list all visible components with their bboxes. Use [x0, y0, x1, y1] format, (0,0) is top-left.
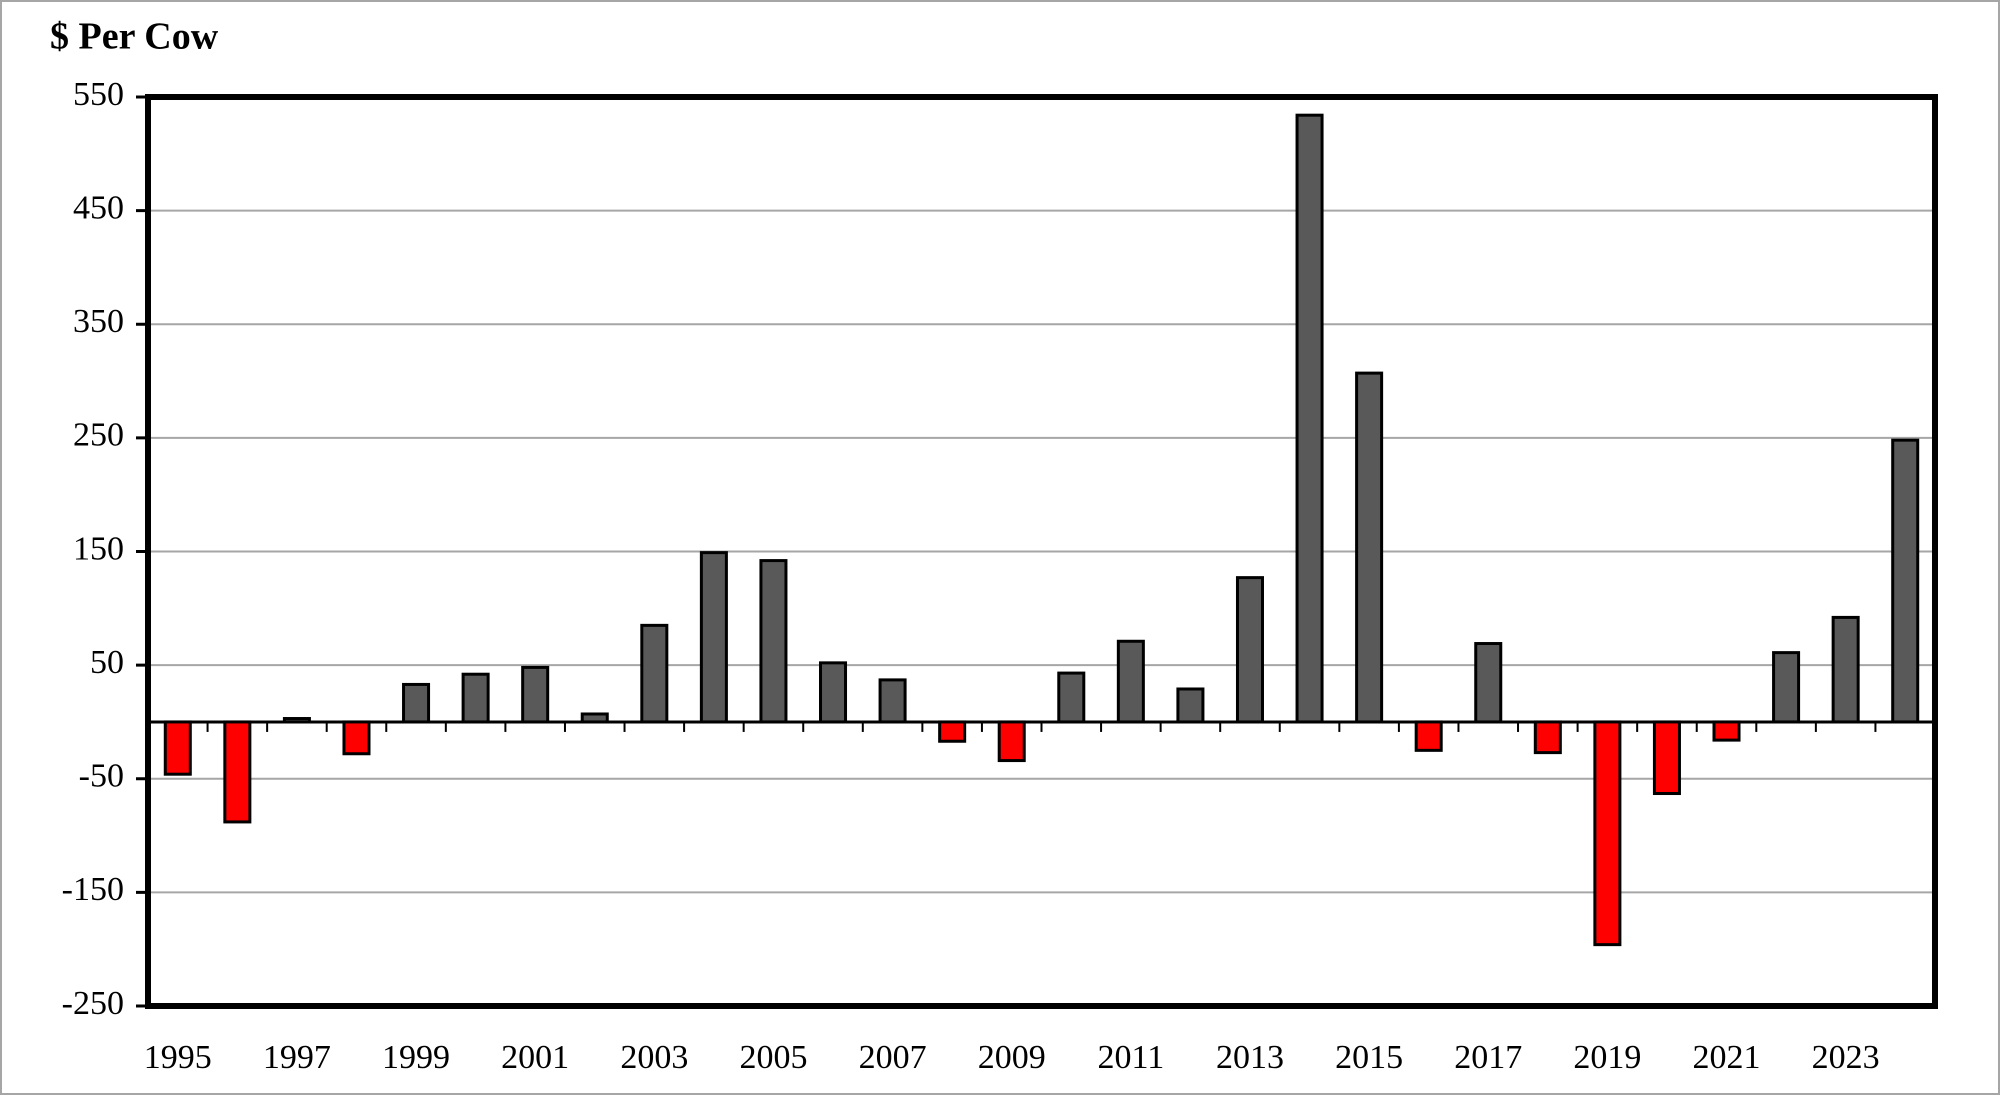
bar	[1057, 671, 1086, 724]
x-tick-label: 2007	[859, 1039, 927, 1076]
x-tick-label: 2011	[1097, 1039, 1164, 1076]
x-tick-label: 1997	[263, 1039, 331, 1076]
bar	[1891, 438, 1920, 724]
bar	[402, 682, 431, 724]
x-tick-label: 1999	[382, 1039, 450, 1076]
bar	[1414, 720, 1443, 752]
bar	[282, 717, 311, 724]
bar	[1295, 113, 1324, 724]
y-tick-label: 550	[73, 76, 124, 113]
bar	[580, 712, 609, 724]
bar	[1355, 371, 1384, 724]
chart-title: $ Per Cow	[50, 16, 219, 58]
x-tick-label: 2013	[1216, 1039, 1284, 1076]
bar	[1533, 720, 1562, 755]
x-tick-label: 2015	[1335, 1039, 1403, 1076]
bar	[1593, 720, 1622, 947]
y-tick-label: 350	[73, 303, 124, 340]
bar	[1474, 642, 1503, 724]
y-tick-label: 450	[73, 189, 124, 226]
bar	[223, 720, 252, 824]
bar	[1235, 576, 1264, 724]
plot-frame	[145, 94, 1938, 1009]
y-tick-label: -50	[79, 758, 124, 795]
bar	[1772, 651, 1801, 724]
bar	[938, 720, 967, 743]
x-tick-label: 2009	[978, 1039, 1046, 1076]
y-tick-label: 150	[73, 530, 124, 567]
bar	[1652, 720, 1681, 796]
x-tick-label: 2021	[1693, 1039, 1761, 1076]
bar	[699, 551, 728, 724]
bar	[521, 665, 550, 724]
bar	[461, 672, 490, 724]
bar	[342, 720, 371, 756]
bar	[997, 720, 1026, 763]
bar	[640, 623, 669, 724]
y-tick-label: 50	[90, 644, 124, 681]
x-tick-label: 1995	[144, 1039, 212, 1076]
x-tick-label: 2001	[501, 1039, 569, 1076]
y-tick-label: -250	[62, 985, 124, 1022]
bar	[163, 720, 192, 776]
x-tick-label: 2005	[739, 1039, 807, 1076]
y-tick-label: -150	[62, 871, 124, 908]
x-tick-label: 2017	[1454, 1039, 1522, 1076]
x-tick-label: 2003	[620, 1039, 688, 1076]
bar	[1712, 720, 1741, 742]
bar	[878, 678, 907, 724]
x-tick-label: 2023	[1812, 1039, 1880, 1076]
y-tick-label: 250	[73, 417, 124, 454]
bar	[1176, 687, 1205, 724]
bar	[759, 559, 788, 724]
bar	[1116, 639, 1145, 724]
bar	[819, 661, 848, 724]
x-tick-label: 2019	[1573, 1039, 1641, 1076]
bar	[1831, 615, 1860, 724]
